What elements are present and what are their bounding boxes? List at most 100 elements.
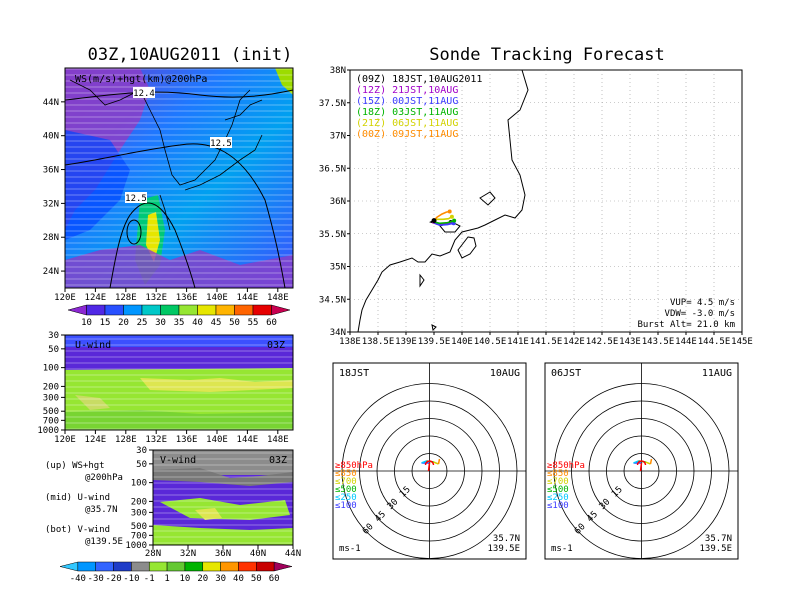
hodo-lat: 35.7N (493, 534, 520, 544)
u-lon-label: 148E (267, 435, 289, 445)
ws-map-panel: 12.4 12.5 12.5 WS(m/s)+hgt(km)@200hPa 44… (43, 67, 294, 303)
note-line-2: @200hPa (85, 473, 123, 483)
island-1 (419, 273, 425, 288)
colorbar-swatch (252, 304, 272, 316)
hodo-legend-item: ≤700 (335, 477, 357, 487)
track-lon-label: 138E (339, 337, 361, 347)
stripe-overlay (65, 68, 293, 288)
note-line-3: (mid) U-wind (45, 493, 110, 503)
legend-item: (00Z) 09JST,11AUG (356, 129, 458, 140)
pressure-label: 1000 (125, 541, 147, 551)
colorbar-swatch (67, 304, 87, 316)
note-line-1: (up) WS+hgt (45, 461, 105, 471)
track-endpoint (447, 209, 452, 214)
hodo-legend-item: ≤100 (335, 501, 357, 511)
ws-lon-label: 136E (176, 293, 198, 303)
track-endpoint (449, 214, 454, 219)
hodo-trace (421, 460, 427, 464)
v-lat-label: 32N (180, 549, 196, 559)
bottom-colorbar-tick: 40 (233, 574, 244, 584)
track-lon-ticks: 138E 138.5E 139E 139.5E 140E 140.5E 141E 141.5E… (339, 332, 753, 347)
ws-lat-label: 32N (43, 199, 59, 209)
track-lon-label: 141E (507, 337, 529, 347)
v-wind-label: V-wind (160, 455, 196, 466)
bottom-colorbar: -40 -30 -20 -10 -1 1 10 20 30 40 50 60 (59, 561, 293, 584)
track-lon-label: 139E (395, 337, 417, 347)
v-stripe-overlay (153, 450, 293, 545)
u-wind-frame (64, 334, 294, 431)
contour-label-bg-1 (133, 87, 155, 98)
track-map-panel: 38N 37.5N 37N 36.5N 36N 35.5N 35N 34.5N 34N 138E… (319, 66, 753, 347)
note-line-5: (bot) V-wind (45, 525, 110, 535)
ws-lat-label: 24N (43, 267, 59, 277)
legend-item: (15Z) 00JST,11AUG (356, 96, 458, 107)
note-line-6: @139.5E (85, 537, 123, 547)
legend-item: (09Z) 18JST,10AUG2011 (356, 74, 482, 85)
pressure-label: 700 (131, 531, 147, 541)
track-legend: (09Z) 18JST,10AUG2011(12Z) 21JST,10AUG(1… (356, 74, 482, 140)
track-lat-label: 34N (330, 328, 346, 338)
pressure-label: 700 (43, 416, 59, 426)
bottom-colorbar-swatch (184, 561, 204, 572)
colorbar-tick: 45 (211, 318, 222, 328)
coastline-lake (479, 191, 496, 206)
bottom-colorbar-tick: -20 (105, 574, 121, 584)
u-lon-label: 136E (176, 435, 198, 445)
pressure-label: 200 (131, 497, 147, 507)
contour-label-3: 12.5 (125, 194, 147, 204)
vdw-text: VDW= -3.0 m/s (665, 309, 735, 319)
ws-lon-label: 148E (267, 293, 289, 303)
v-x-ticks: 28N 32N 36N 40N 44N (145, 545, 301, 559)
note-line-4: @35.7N (85, 505, 118, 515)
colorbar-swatch (271, 304, 291, 316)
bottom-colorbar-swatch (113, 561, 132, 572)
pressure-label: 200 (43, 382, 59, 392)
bottom-colorbar-swatch (273, 561, 293, 572)
hodo-trace (433, 461, 439, 465)
launch-point (431, 218, 437, 224)
u-lon-label: 128E (115, 435, 137, 445)
colorbar-swatch (215, 304, 235, 316)
ws-lat-ticks: 44N 40N 36N 32N 28N 24N (43, 98, 65, 277)
ws-lat-label: 28N (43, 233, 59, 243)
track-lat-label: 34.5N (319, 295, 346, 305)
pressure-label: 50 (136, 460, 147, 470)
hodo-trace (427, 462, 431, 472)
u-wind-time: 03Z (267, 340, 285, 351)
u-lon-label: 144E (237, 435, 259, 445)
hodo-legend-item: ≤500 (335, 485, 357, 495)
hodo-date: 10AUG (490, 368, 520, 379)
bottom-colorbar-tick: 60 (269, 574, 280, 584)
ws-map-frame (64, 67, 294, 289)
bottom-colorbar-swatch (166, 561, 186, 572)
ws-lat-label: 44N (43, 98, 59, 108)
colorbar-tick: 35 (174, 318, 185, 328)
legend-item: (21Z) 06JST,11AUG (356, 118, 458, 129)
colorbar-tick: 20 (118, 318, 129, 328)
track-lat-label: 36.5N (319, 164, 346, 174)
track-lon-label: 140.5E (474, 337, 507, 347)
ws-lat-label: 40N (43, 132, 59, 142)
ws-lon-label: 140E (206, 293, 228, 303)
pressure-label: 30 (48, 331, 59, 341)
track-lat-label: 37.5N (319, 99, 346, 109)
bottom-colorbar-swatch (77, 561, 96, 572)
bottom-colorbar-tick: 1 (164, 574, 169, 584)
colorbar-tick: 50 (229, 318, 240, 328)
v-wind-time: 03Z (269, 455, 287, 466)
bottom-colorbar-swatch (202, 561, 221, 572)
v-lat-label: 36N (215, 549, 231, 559)
colorbar-swatch (104, 304, 124, 316)
colorbar-swatch (160, 304, 180, 316)
colorbar-tick: 25 (137, 318, 148, 328)
hodo-legend-item: ≤700 (547, 477, 569, 487)
colorbar-tick: 15 (100, 318, 111, 328)
contour-12-5-b (109, 202, 196, 289)
colorbar-swatch (86, 304, 106, 316)
colorbar-tick: 60 (266, 318, 277, 328)
track-lat-label: 35.5N (319, 230, 346, 240)
bottom-colorbar-tick: -40 (70, 574, 86, 584)
